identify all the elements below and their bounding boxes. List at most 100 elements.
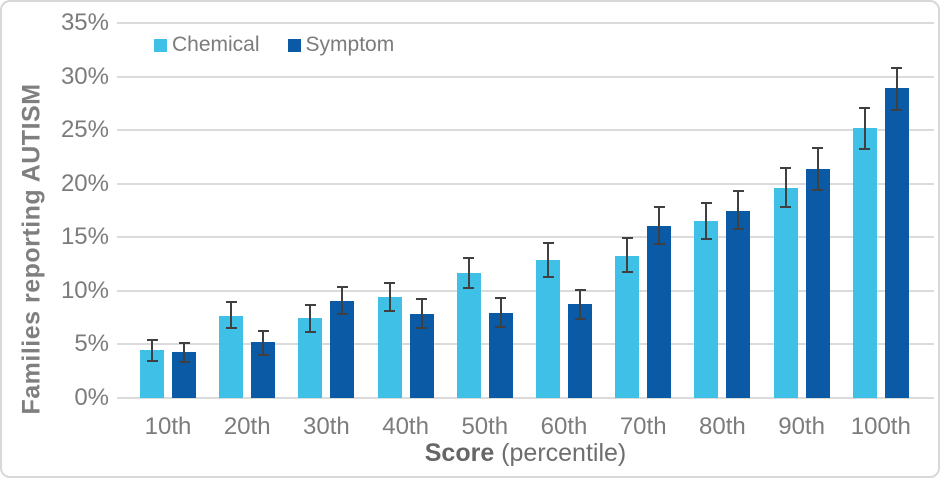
error-bar-chemical-40th <box>388 283 391 312</box>
bar-symptom-100th <box>884 88 909 398</box>
bar-chemical-40th <box>377 297 402 398</box>
error-bar-chemical-80th <box>705 203 708 240</box>
error-cap-bottom-chemical-10th <box>146 359 158 362</box>
error-cap-top-chemical-70th <box>621 237 633 240</box>
error-bar-symptom-20th <box>262 330 265 356</box>
y-gridline-0 <box>117 397 934 399</box>
error-cap-top-chemical-30th <box>304 303 316 306</box>
error-cap-top-symptom-80th <box>732 190 744 193</box>
error-cap-bottom-symptom-60th <box>574 317 586 320</box>
legend-item-chemical: Chemical <box>154 33 260 57</box>
bar-symptom-30th <box>330 300 355 398</box>
error-bar-symptom-90th <box>816 148 819 191</box>
legend-label-symptom: Symptom <box>305 33 395 56</box>
error-cap-bottom-chemical-100th <box>859 148 871 151</box>
error-cap-top-chemical-60th <box>542 241 554 244</box>
error-cap-bottom-chemical-50th <box>463 286 475 289</box>
bar-symptom-90th <box>805 168 830 398</box>
error-bar-symptom-10th <box>183 343 185 362</box>
y-gridline-10 <box>117 289 934 292</box>
error-cap-top-chemical-50th <box>463 256 475 259</box>
error-bar-symptom-80th <box>737 191 740 229</box>
y-gridline-25 <box>117 129 934 132</box>
y-tick-label-30: 30% <box>60 62 109 90</box>
error-bar-chemical-20th <box>230 301 233 329</box>
error-cap-bottom-chemical-60th <box>542 275 554 278</box>
error-bar-chemical-30th <box>309 304 312 332</box>
error-bar-chemical-50th <box>467 257 470 288</box>
error-cap-bottom-chemical-80th <box>700 238 712 241</box>
legend: Chemical Symptom <box>154 33 394 57</box>
error-cap-top-symptom-40th <box>416 298 428 301</box>
error-bar-symptom-50th <box>499 298 502 328</box>
error-cap-top-symptom-30th <box>336 285 348 288</box>
error-cap-bottom-symptom-20th <box>257 354 269 357</box>
x-tick-label-70th: 70th <box>619 413 667 440</box>
error-cap-top-chemical-90th <box>780 166 792 169</box>
error-bar-symptom-70th <box>658 207 661 244</box>
bar-chemical-70th <box>615 255 640 398</box>
error-cap-top-symptom-60th <box>574 288 586 291</box>
bar-chemical-60th <box>536 259 560 398</box>
error-cap-bottom-symptom-100th <box>891 108 903 111</box>
x-tick-label-50th: 50th <box>461 413 509 440</box>
x-tick-label-100th: 100th <box>850 413 911 440</box>
bar-chemical-80th <box>694 221 719 398</box>
error-bar-chemical-100th <box>863 107 866 150</box>
x-tick-label-40th: 40th <box>382 413 429 440</box>
y-gridline-30 <box>117 75 934 78</box>
bar-symptom-70th <box>647 225 672 398</box>
x-tick-label-20th: 20th <box>223 413 271 440</box>
y-axis-tick-labels: 0% 5% 10% 15% 20% 25% 30% 35% <box>2 9 109 411</box>
y-gridline-35 <box>117 22 934 24</box>
x-tick-label-90th: 90th <box>778 413 825 440</box>
error-cap-bottom-symptom-30th <box>336 313 348 316</box>
bar-chemical-90th <box>773 188 798 398</box>
error-cap-top-chemical-40th <box>384 282 396 285</box>
error-bar-chemical-60th <box>547 242 549 277</box>
x-axis-title: Score (percentile) <box>117 439 934 468</box>
error-cap-top-symptom-100th <box>891 67 903 69</box>
error-cap-bottom-symptom-10th <box>178 360 190 363</box>
error-cap-bottom-chemical-20th <box>225 327 237 330</box>
error-cap-bottom-symptom-70th <box>653 242 665 245</box>
error-bar-chemical-10th <box>151 340 153 361</box>
legend-swatch-symptom <box>287 38 301 52</box>
error-cap-bottom-symptom-80th <box>732 227 744 230</box>
y-tick-label-20: 20% <box>60 169 109 197</box>
error-cap-bottom-symptom-50th <box>495 326 507 329</box>
x-tick-label-30th: 30th <box>303 413 350 440</box>
x-axis-title-rest: (percentile) <box>494 439 627 467</box>
error-cap-top-chemical-10th <box>146 339 158 342</box>
bar-chemical-50th <box>456 272 481 398</box>
error-cap-top-symptom-10th <box>178 342 190 345</box>
error-cap-top-symptom-20th <box>257 329 269 332</box>
error-cap-top-chemical-20th <box>225 300 237 303</box>
legend-item-symptom: Symptom <box>287 33 395 57</box>
error-cap-bottom-chemical-70th <box>621 270 633 273</box>
error-cap-top-symptom-90th <box>812 147 824 150</box>
y-gridline-20 <box>117 182 934 185</box>
error-bar-symptom-60th <box>579 289 581 319</box>
y-tick-label-5: 5% <box>74 330 109 358</box>
plot-area: 10th 20th 30th 40th 50th 60th 70th 80th 90th 100t… <box>117 22 934 440</box>
y-tick-label-0: 0% <box>74 384 109 411</box>
y-tick-label-35: 35% <box>60 9 109 36</box>
error-bar-chemical-70th <box>626 238 629 272</box>
y-gridline-15 <box>117 236 934 239</box>
y-gridline-5 <box>117 343 934 346</box>
bar-symptom-80th <box>726 210 751 398</box>
error-cap-top-chemical-100th <box>859 106 871 109</box>
error-bar-symptom-100th <box>895 68 898 110</box>
error-cap-bottom-symptom-90th <box>812 189 824 192</box>
y-tick-label-15: 15% <box>60 223 109 251</box>
y-tick-label-10: 10% <box>60 276 109 304</box>
error-bar-chemical-90th <box>784 167 787 208</box>
error-cap-bottom-chemical-30th <box>304 330 316 333</box>
bar-chemical-100th <box>852 128 877 398</box>
x-tick-label-80th: 80th <box>699 413 746 440</box>
x-tick-label-60th: 60th <box>540 413 588 440</box>
legend-swatch-chemical <box>154 38 167 52</box>
error-cap-top-symptom-50th <box>495 297 507 300</box>
